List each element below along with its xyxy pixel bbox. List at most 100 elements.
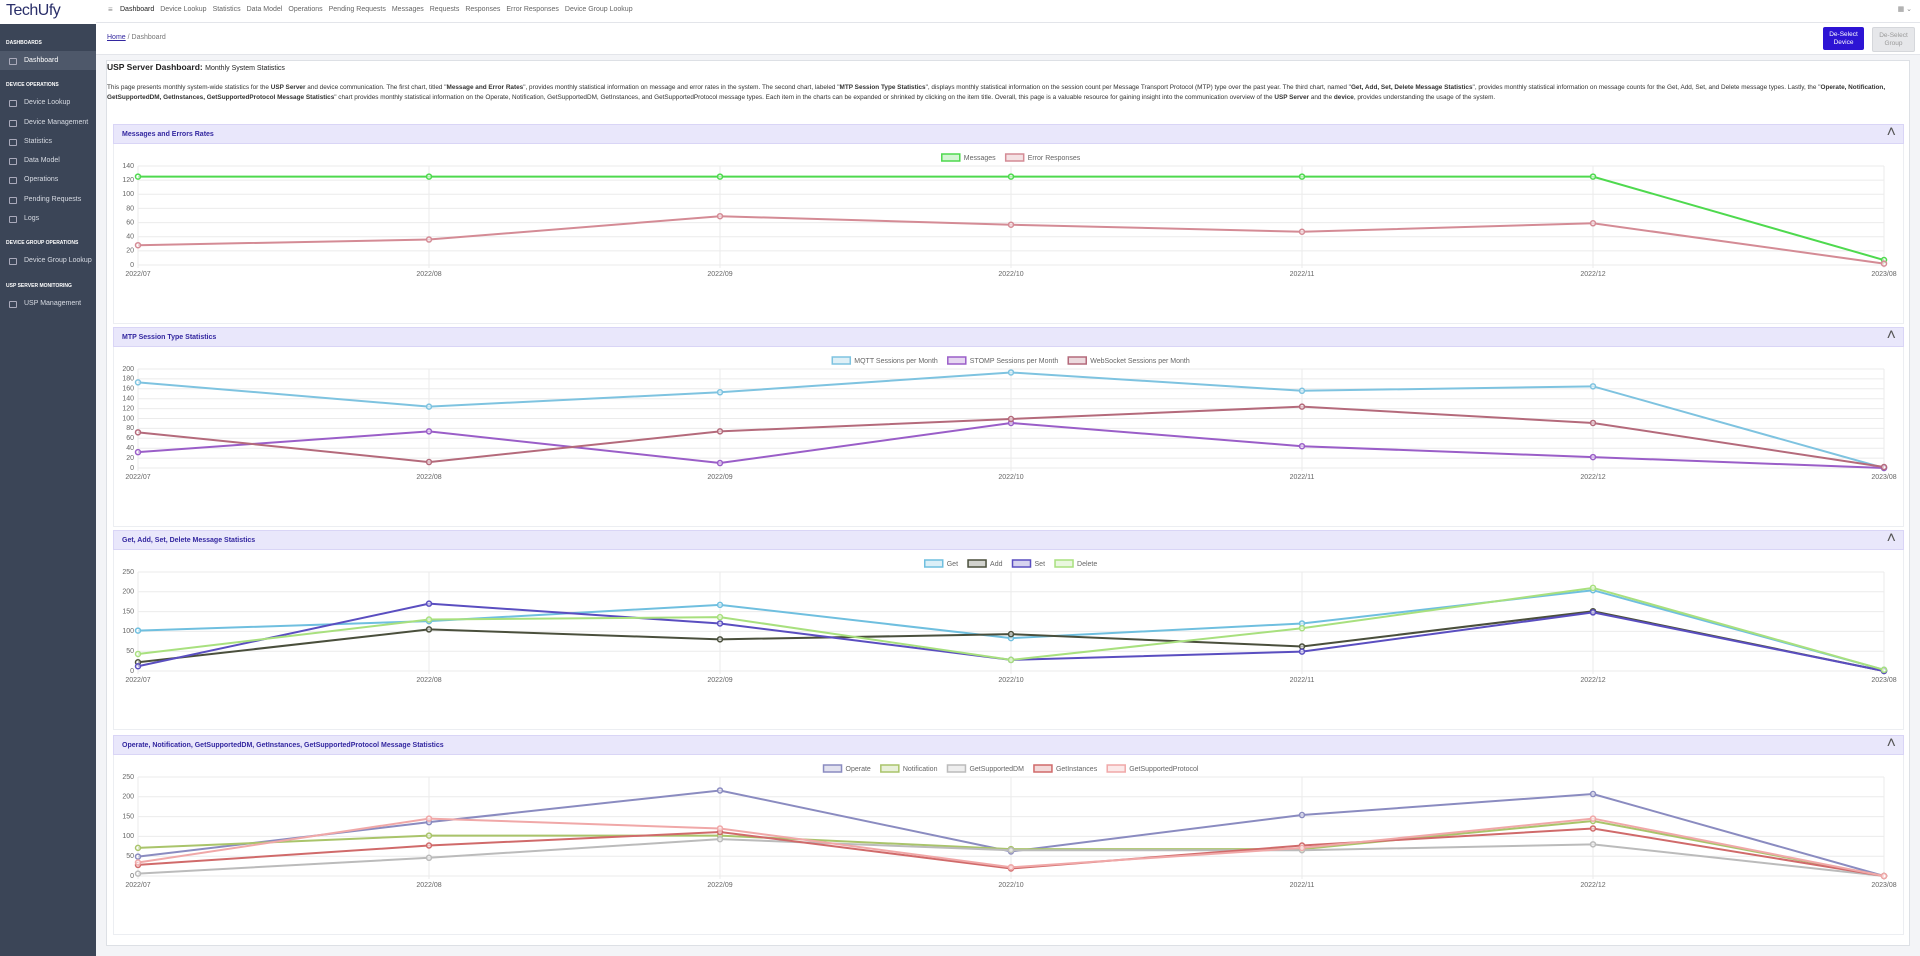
data-point xyxy=(1589,841,1597,848)
nav-link[interactable]: Data Model xyxy=(246,6,283,13)
y-tick-label: 150 xyxy=(122,813,134,820)
x-tick-label: 2022/10 xyxy=(998,677,1023,684)
legend-item[interactable]: MQTT Sessions per Month xyxy=(831,356,938,365)
legend: Messages Error Responses xyxy=(941,153,1081,162)
description-text: Get, Add, Set, Delete Message Statistics xyxy=(1350,84,1473,91)
collapse-toggle[interactable]: ˄ xyxy=(1886,124,1896,141)
y-tick-label: 50 xyxy=(126,853,134,860)
x-tick-label: 2022/07 xyxy=(125,677,150,684)
legend-swatch xyxy=(1004,153,1025,162)
menu-toggle[interactable]: ≡ xyxy=(108,5,113,14)
legend-item[interactable]: Set xyxy=(1011,559,1046,568)
y-tick-label: 80 xyxy=(126,205,134,212)
page-title: USP Server Dashboard: xyxy=(107,62,203,72)
panel-header[interactable]: Get, Add, Set, Delete Message Statistics xyxy=(113,530,1904,550)
sidebar-item[interactable]: Device Group Lookup xyxy=(0,251,96,270)
description-text: USP Server xyxy=(270,84,306,91)
deselect-group-button[interactable]: De-Select Group xyxy=(1872,27,1915,52)
data-point xyxy=(134,662,142,670)
data-point xyxy=(1007,864,1015,871)
legend-swatch xyxy=(831,356,852,365)
logo[interactable]: TechUfy xyxy=(0,0,96,24)
y-tick-label: 200 xyxy=(122,366,134,373)
nav-link[interactable]: Requests xyxy=(429,6,460,13)
description-text: USP Server xyxy=(1274,93,1310,101)
sidebar-item[interactable]: USP Management xyxy=(0,294,96,313)
legend-item[interactable]: STOMP Sessions per Month xyxy=(947,356,1059,365)
data-point xyxy=(425,815,433,822)
sidebar-item[interactable]: Device Lookup xyxy=(0,93,96,112)
legend: MQTT Sessions per Month STOMP Sessions pe… xyxy=(831,356,1190,365)
data-point xyxy=(1589,419,1597,427)
description-text: Operate, Notification, GetSupportedDM, G… xyxy=(107,84,1886,101)
sidebar-item[interactable]: Operations xyxy=(0,170,96,189)
data-point xyxy=(716,825,724,832)
data-point xyxy=(425,626,433,633)
nav-link[interactable]: Error Responses xyxy=(506,6,559,13)
nav-link[interactable]: Dashboard xyxy=(120,6,155,13)
nav-link[interactable]: Device Group Lookup xyxy=(564,6,633,13)
y-tick-label: 0 xyxy=(130,873,134,880)
collapse-toggle[interactable]: ˄ xyxy=(1886,530,1896,547)
legend-item[interactable]: Error Responses xyxy=(1004,153,1081,162)
breadcrumb: Home / Dashboard xyxy=(107,34,166,41)
legend-label: GetSupportedProtocol xyxy=(1129,766,1199,773)
sidebar-item[interactable]: Device Management xyxy=(0,113,96,132)
legend-item[interactable]: Delete xyxy=(1054,559,1097,568)
description-text: device xyxy=(1333,93,1354,101)
legend-item[interactable]: GetSupportedDM xyxy=(946,764,1024,773)
sidebar-item[interactable]: Pending Requests xyxy=(0,190,96,209)
y-tick-label: 100 xyxy=(122,833,134,840)
legend-item[interactable]: Add xyxy=(967,559,1003,568)
nav-link[interactable]: Responses xyxy=(465,6,501,13)
x-tick-label: 2022/08 xyxy=(416,882,441,889)
x-tick-label: 2023/08 xyxy=(1871,271,1896,278)
nav-link[interactable]: Messages xyxy=(391,6,424,13)
breadcrumb-current: Dashboard xyxy=(131,34,166,41)
collapse-toggle[interactable]: ˄ xyxy=(1886,735,1896,752)
sidebar-item[interactable]: Statistics xyxy=(0,132,96,151)
deselect-device-button[interactable]: De-Select Device xyxy=(1823,27,1864,50)
y-tick-label: 160 xyxy=(122,386,134,393)
y-tick-label: 60 xyxy=(126,219,134,226)
data-point xyxy=(1589,815,1597,822)
nav-link[interactable]: Operations xyxy=(288,6,323,13)
sidebar-item[interactable]: Logs xyxy=(0,209,96,228)
legend-item[interactable]: GetInstances xyxy=(1033,764,1098,773)
legend-label: Notification xyxy=(903,766,938,773)
legend-item[interactable]: Operate xyxy=(822,764,871,773)
y-tick-label: 20 xyxy=(126,248,134,255)
legend-item[interactable]: Get xyxy=(923,559,958,568)
sidebar-heading: DEVICE GROUP OPERATIONS xyxy=(6,240,79,247)
sidebar-item[interactable]: Data Model xyxy=(0,151,96,170)
panel-header[interactable]: Messages and Errors Rates xyxy=(113,124,1904,144)
y-tick-label: 100 xyxy=(122,628,134,635)
data-point xyxy=(716,428,724,435)
legend-item[interactable]: WebSocket Sessions per Month xyxy=(1067,356,1190,365)
description-text: ", provides monthly statistical informat… xyxy=(1472,84,1821,91)
legend: Get Add Set Delete xyxy=(923,559,1097,568)
sidebar-heading: USP SERVER MONITORING xyxy=(6,282,72,289)
legend-label: Set xyxy=(1035,561,1046,568)
chart: 0 20 40 60 80 100 120 140 2022/07 2022/08 2022/09 2… xyxy=(122,153,1897,278)
legend-item[interactable]: Messages xyxy=(941,153,996,162)
x-tick-label: 2022/09 xyxy=(707,882,732,889)
legend-item[interactable]: GetSupportedProtocol xyxy=(1106,764,1199,773)
x-tick-label: 2022/11 xyxy=(1290,271,1315,278)
data-point xyxy=(134,844,142,852)
data-point xyxy=(1880,666,1888,674)
nav-link[interactable]: Device Lookup xyxy=(160,6,207,13)
nav-link[interactable]: Pending Requests xyxy=(328,6,386,13)
panel-header[interactable]: MTP Session Type Statistics xyxy=(113,327,1904,347)
data-point xyxy=(1007,656,1015,664)
panel-header[interactable]: Operate, Notification, GetSupportedDM, G… xyxy=(113,735,1904,755)
data-point xyxy=(425,600,433,607)
user-menu[interactable]: ▦ ⌄ xyxy=(1897,6,1912,13)
breadcrumb-home[interactable]: Home xyxy=(107,34,126,41)
legend-item[interactable]: Notification xyxy=(880,764,938,773)
nav-link[interactable]: Statistics xyxy=(212,6,241,13)
collapse-toggle[interactable]: ˄ xyxy=(1886,327,1896,344)
sidebar-item[interactable]: Dashboard xyxy=(0,51,96,71)
data-point xyxy=(1298,648,1306,655)
data-point xyxy=(716,173,724,180)
